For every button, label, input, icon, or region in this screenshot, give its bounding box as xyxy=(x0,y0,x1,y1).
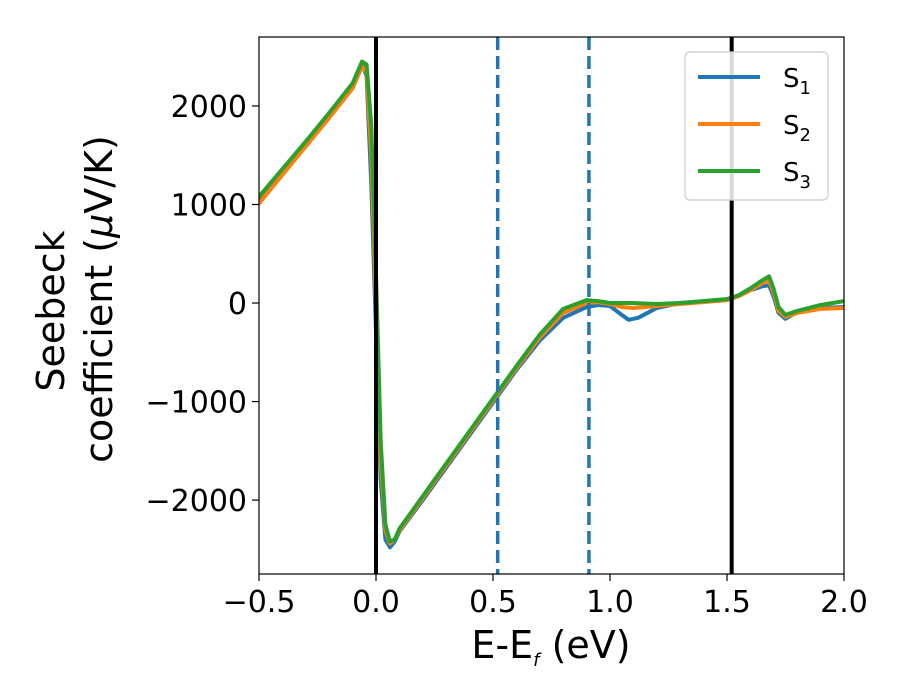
ticks-layer: −0.5 0.0 0.5 1.0 1.5 2.0 −2000 −1000 0 1000 2000 xyxy=(146,90,868,620)
y-tick-label: 1000 xyxy=(171,189,247,224)
y-axis-label-line1: Seebeck xyxy=(29,230,73,391)
series-line-s3 xyxy=(259,59,844,544)
x-tick-label: 0.0 xyxy=(352,585,400,620)
y-tick-label: 0 xyxy=(228,287,247,322)
x-axis-label: E-Ef (eV) xyxy=(471,623,630,671)
y-tick-label: 2000 xyxy=(171,90,247,125)
legend-label-s2: S2 xyxy=(783,111,811,146)
y-tick-label: −1000 xyxy=(146,386,247,421)
x-tick-label: 0.5 xyxy=(469,585,517,620)
x-tick-label: 2.0 xyxy=(820,585,868,620)
x-tick-label: 1.0 xyxy=(586,585,634,620)
x-tick-label: −0.5 xyxy=(223,585,296,620)
y-tick-label: −2000 xyxy=(146,484,247,519)
x-tick-label: 1.5 xyxy=(703,585,751,620)
legend-label-s1: S1 xyxy=(783,64,811,99)
data-layer xyxy=(259,37,844,574)
legend-label-s3: S3 xyxy=(783,158,811,193)
legend: S1 S2 S3 xyxy=(684,51,829,201)
plot-frame xyxy=(258,36,845,575)
y-axis-label-line2: coefficient (μV/K) xyxy=(77,135,121,463)
